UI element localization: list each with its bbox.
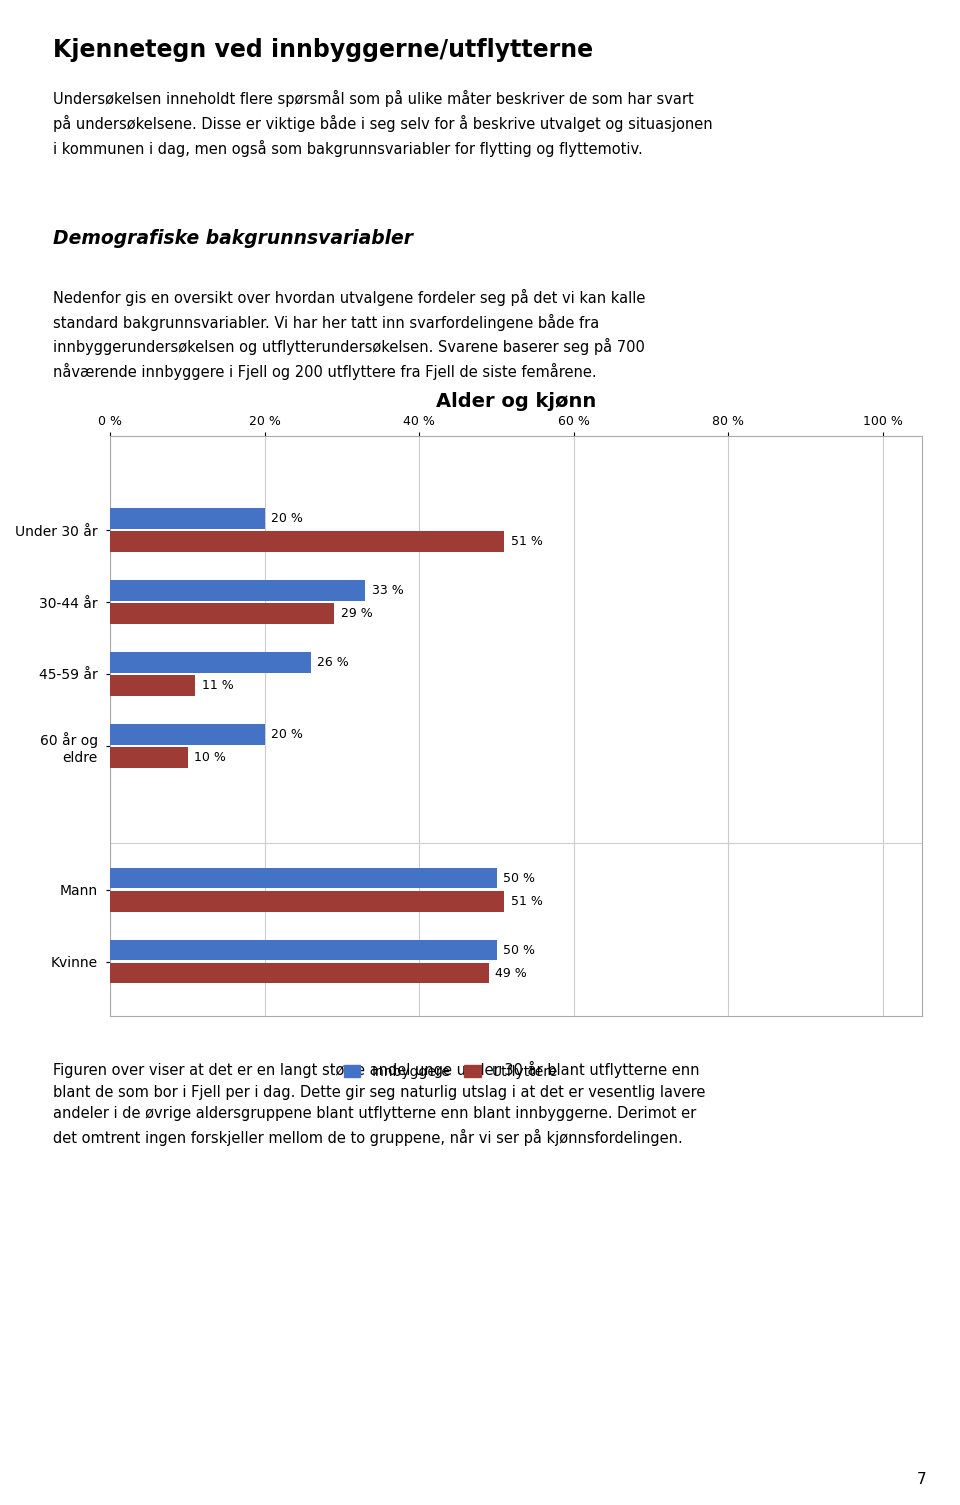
Title: Alder og kjønn: Alder og kjønn (436, 391, 596, 411)
Text: 33 %: 33 % (372, 584, 403, 597)
Bar (110, 509, 265, 528)
Text: 50 %: 50 % (503, 944, 535, 957)
Text: Kjennetegn ved innbyggerne/utflytterne: Kjennetegn ved innbyggerne/utflytterne (53, 38, 593, 62)
Bar (110, 581, 366, 600)
Text: 20 %: 20 % (271, 728, 303, 740)
Bar (110, 531, 504, 552)
Text: 29 %: 29 % (341, 607, 372, 620)
Bar (110, 652, 311, 673)
Text: Nedenfor gis en oversikt over hvordan utvalgene fordeler seg på det vi kan kalle: Nedenfor gis en oversikt over hvordan ut… (53, 289, 645, 381)
Text: 49 %: 49 % (495, 966, 527, 980)
Bar (110, 891, 504, 912)
Bar (110, 963, 489, 983)
Text: Figuren over viser at det er en langt større andel unge under 30 år blant utflyt: Figuren over viser at det er en langt st… (53, 1061, 706, 1145)
Text: 51 %: 51 % (511, 536, 542, 548)
Bar (110, 724, 265, 745)
Bar (110, 941, 496, 960)
Text: 26 %: 26 % (318, 656, 349, 668)
Bar (110, 604, 334, 623)
Text: 10 %: 10 % (194, 751, 226, 765)
Bar (110, 748, 187, 768)
Text: 7: 7 (917, 1472, 926, 1487)
Text: 50 %: 50 % (503, 871, 535, 885)
Bar (110, 868, 496, 888)
Text: 51 %: 51 % (511, 895, 542, 908)
Text: Demografiske bakgrunnsvariabler: Demografiske bakgrunnsvariabler (53, 229, 413, 248)
Legend: Innbyggere, Utflyttere: Innbyggere, Utflyttere (338, 1060, 564, 1084)
Text: 20 %: 20 % (271, 512, 303, 525)
Text: Undersøkelsen inneholdt flere spørsmål som på ulike måter beskriver de som har s: Undersøkelsen inneholdt flere spørsmål s… (53, 90, 712, 157)
Text: 11 %: 11 % (202, 679, 233, 692)
Bar (110, 676, 196, 695)
